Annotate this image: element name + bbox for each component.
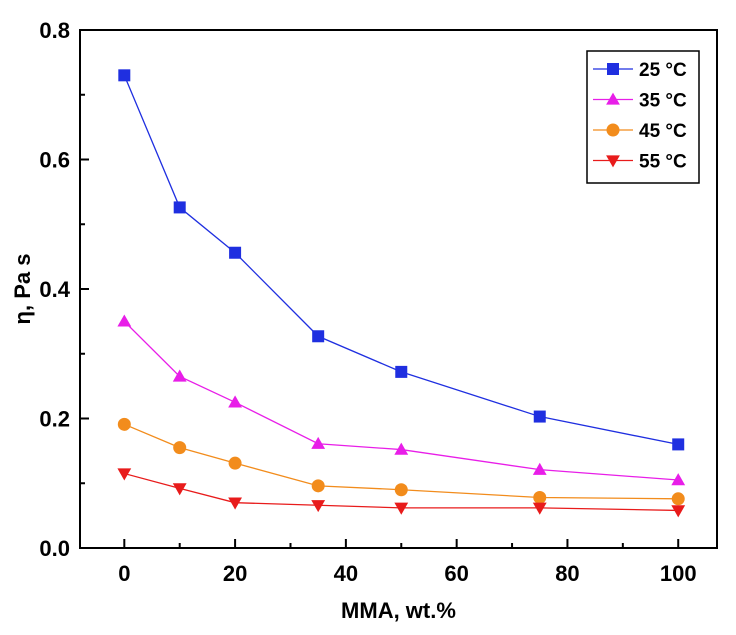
legend: 25 °C 35 °C 45 °C 55 °C — [586, 50, 700, 184]
series-2 — [117, 417, 685, 506]
data-point — [532, 502, 547, 515]
y-tick-label: 0.0 — [39, 536, 70, 561]
data-point — [394, 483, 408, 497]
y-tick-label: 0.4 — [39, 277, 70, 302]
data-point — [533, 490, 547, 504]
data-point — [228, 456, 242, 470]
data-point — [311, 436, 326, 449]
data-point — [172, 483, 187, 496]
legend-label: 25 °C — [639, 60, 687, 81]
series-3 — [117, 468, 686, 518]
series-0 — [118, 69, 685, 451]
data-point — [394, 502, 409, 515]
x-tick-label: 60 — [444, 561, 468, 586]
data-point — [532, 462, 547, 475]
data-point — [173, 441, 187, 455]
data-point — [172, 369, 187, 382]
x-tick-label: 0 — [118, 561, 130, 586]
legend-marker — [606, 155, 620, 168]
legend-item: 35 °C — [593, 91, 687, 112]
data-point — [311, 479, 325, 493]
data-point — [533, 410, 546, 423]
data-point — [312, 330, 325, 343]
y-axis-ticks: 0.0 0.2 0.4 0.6 0.8 — [39, 18, 89, 561]
x-tick-label: 100 — [660, 561, 697, 586]
x-tick-label: 20 — [223, 561, 247, 586]
legend-item: 45 °C — [593, 121, 687, 142]
data-point — [671, 492, 685, 506]
data-point — [311, 500, 326, 513]
data-point — [671, 505, 686, 518]
data-point — [117, 314, 132, 327]
data-point — [117, 417, 131, 431]
legend-marker — [606, 92, 620, 105]
y-axis-title: η, Pa s — [10, 254, 35, 325]
y-tick-label: 0.2 — [39, 407, 70, 432]
legend-label: 55 °C — [639, 152, 687, 173]
legend-item: 25 °C — [593, 60, 687, 81]
series-1 — [117, 314, 686, 486]
legend-label: 35 °C — [639, 91, 687, 112]
data-point — [118, 69, 131, 82]
data-point — [173, 201, 186, 214]
legend-item: 55 °C — [593, 152, 687, 173]
data-point — [671, 473, 686, 486]
y-tick-label: 0.8 — [39, 18, 70, 43]
y-tick-label: 0.6 — [39, 148, 70, 173]
x-axis-title: MMA, wt.% — [341, 598, 456, 623]
x-tick-label: 40 — [334, 561, 358, 586]
data-point — [672, 438, 685, 451]
legend-marker — [606, 123, 620, 137]
data-point — [394, 442, 409, 455]
legend-label: 45 °C — [639, 121, 687, 142]
x-axis-ticks: 0 20 40 60 80 100 — [118, 539, 697, 586]
data-point — [228, 497, 242, 510]
series-layer — [117, 69, 686, 518]
series-line — [123, 320, 679, 481]
x-tick-label: 80 — [555, 561, 579, 586]
data-point — [229, 246, 242, 259]
data-point — [395, 365, 408, 378]
data-point — [117, 468, 132, 481]
data-point — [228, 395, 242, 408]
legend-marker — [607, 63, 619, 75]
